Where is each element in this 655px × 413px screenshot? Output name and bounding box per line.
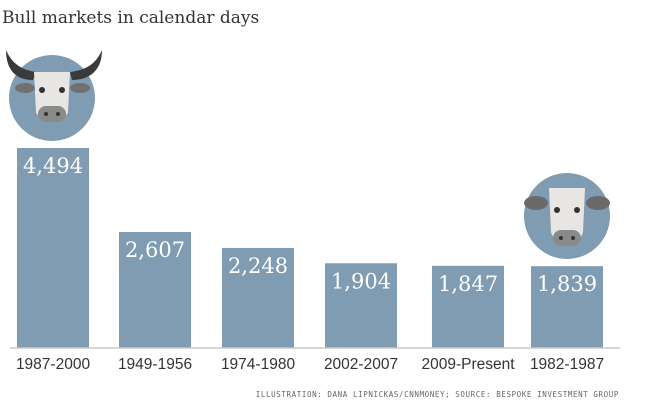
category-label: 2009-Present: [421, 356, 515, 373]
category-label: 1974-1980: [221, 356, 296, 373]
category-label: 1982-1987: [530, 356, 604, 373]
bar-2002-2007: [325, 263, 397, 348]
bar-value-label: 1,839: [537, 272, 597, 296]
bar-value-label: 2,248: [228, 254, 288, 278]
chart-title: Bull markets in calendar days: [2, 8, 260, 28]
bar-value-label: 4,494: [23, 154, 83, 178]
bull-head-with-horns-icon: [6, 50, 102, 141]
category-label: 2002-2007: [324, 356, 398, 373]
category-label: 1949-1956: [118, 356, 192, 373]
credit-line: ILLUSTRATION: DANA LIPNICKAS/CNNMONEY; S…: [255, 390, 619, 399]
bar-1949-1956: [119, 231, 191, 348]
bar-value-label: 1,847: [438, 272, 498, 296]
bar-1982-1987: [531, 266, 603, 348]
bull-head-small-icon: [524, 173, 610, 259]
bar-2009-Present: [432, 265, 504, 348]
category-label: 1987-2000: [16, 356, 91, 373]
bar-value-label: 1,904: [331, 269, 391, 293]
bar-1974-1980: [222, 247, 294, 348]
bar-value-label: 2,607: [125, 238, 185, 262]
bar-1987-2000: [17, 148, 89, 348]
